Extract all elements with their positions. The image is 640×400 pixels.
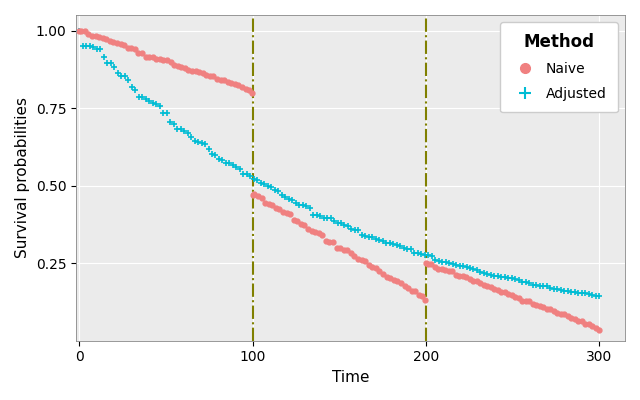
Adjusted — [595, 293, 603, 298]
Naive — [438, 267, 445, 272]
Adjusted — [504, 276, 512, 280]
Legend: Naive, Adjusted: Naive, Adjusted — [500, 22, 618, 112]
Naive — [76, 28, 83, 33]
Naive — [258, 196, 266, 200]
Adjusted — [282, 195, 289, 200]
X-axis label: Time: Time — [332, 370, 369, 385]
Naive — [329, 240, 337, 244]
Naive — [394, 278, 401, 283]
Adjusted — [369, 234, 376, 239]
Naive — [595, 327, 603, 332]
Adjusted — [435, 259, 442, 264]
Line: Adjusted: Adjusted — [76, 27, 602, 299]
Naive — [585, 322, 593, 327]
Line: Naive: Naive — [77, 28, 602, 332]
Adjusted — [348, 227, 355, 232]
Y-axis label: Survival probabilities: Survival probabilities — [15, 97, 30, 258]
Naive — [408, 289, 415, 294]
Adjusted — [76, 28, 83, 33]
Adjusted — [246, 173, 254, 178]
